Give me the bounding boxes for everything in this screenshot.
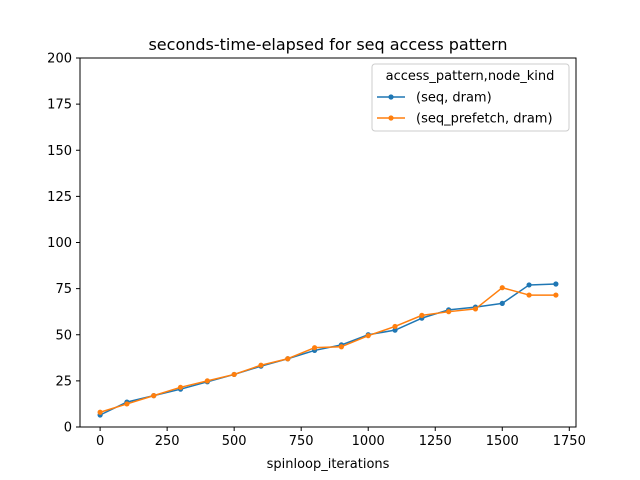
x-axis-label: spinloop_iterations <box>267 457 390 472</box>
y-tick-label: 25 <box>55 374 72 389</box>
series-0-point <box>553 281 558 286</box>
x-tick-label: 1500 <box>486 434 519 449</box>
series-1-point <box>124 401 129 406</box>
series-1-point <box>312 345 317 350</box>
series-1-point <box>500 285 505 290</box>
legend-entry-label: (seq_prefetch, dram) <box>416 112 553 127</box>
x-tick-label: 1750 <box>553 434 586 449</box>
series-1-point <box>232 372 237 377</box>
x-tick-label: 500 <box>222 434 247 449</box>
legend: access_pattern,node_kind (seq, dram) (seq… <box>372 64 569 131</box>
legend-swatch-marker <box>388 94 393 99</box>
legend-title: access_pattern,node_kind <box>386 69 555 84</box>
x-tick-label: 1000 <box>352 434 385 449</box>
y-tick-label: 100 <box>47 236 72 251</box>
series-1-point <box>446 309 451 314</box>
series-1-point <box>98 410 103 415</box>
series-1-point <box>205 378 210 383</box>
series-1-point <box>339 344 344 349</box>
x-tick-label: 250 <box>155 434 180 449</box>
series-1-point <box>553 292 558 297</box>
series-1-point <box>366 333 371 338</box>
series-1-point <box>178 385 183 390</box>
series-1-point <box>151 393 156 398</box>
series-1-point <box>526 292 531 297</box>
chart-title: seconds-time-elapsed for seq access patt… <box>148 35 507 54</box>
legend-entry-label: (seq, dram) <box>416 91 492 106</box>
y-tick-label: 75 <box>55 282 72 297</box>
y-tick-label: 150 <box>47 144 72 159</box>
y-tick-label: 0 <box>64 421 72 436</box>
series-0-point <box>526 282 531 287</box>
series-0-point <box>500 301 505 306</box>
y-tick-label: 200 <box>47 52 72 67</box>
x-tick-label: 1250 <box>419 434 452 449</box>
y-tick-label: 50 <box>55 328 72 343</box>
series-1-point <box>419 313 424 318</box>
series-1-point <box>285 356 290 361</box>
series-1-point <box>473 306 478 311</box>
x-tick-label: 0 <box>96 434 104 449</box>
series-1-point <box>258 363 263 368</box>
y-tick-label: 175 <box>47 98 72 113</box>
legend-swatch-marker <box>388 115 393 120</box>
y-tick-label: 125 <box>47 190 72 205</box>
x-tick-label: 750 <box>289 434 314 449</box>
series-1-point <box>392 324 397 329</box>
